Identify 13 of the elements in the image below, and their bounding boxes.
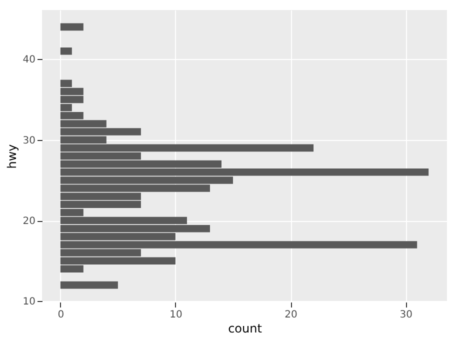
- y-tick-label: 40: [22, 54, 36, 66]
- x-tick-label: 10: [170, 310, 182, 320]
- x-tick-label: 20: [284, 310, 298, 320]
- y-tick-label: 10: [22, 296, 36, 308]
- x-tick-label: 30: [400, 310, 412, 320]
- x-tick-label: 0: [58, 310, 64, 320]
- y-axis-title: hwy: [4, 144, 19, 169]
- bar: [60, 281, 118, 289]
- x-axis-title: count: [228, 322, 262, 336]
- y-tick-label: 30: [22, 135, 36, 146]
- y-tick-label: 20: [22, 216, 36, 228]
- bar: [60, 48, 72, 55]
- bar: [60, 23, 84, 31]
